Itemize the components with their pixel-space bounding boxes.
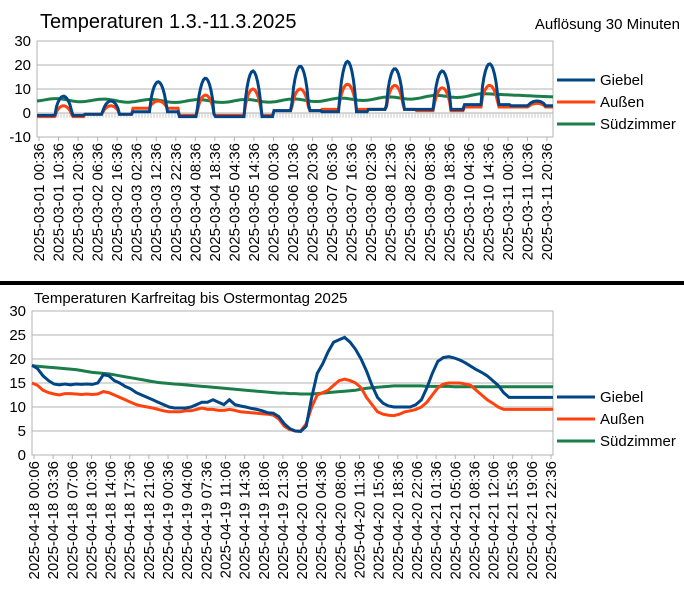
y-tick-label: 30	[14, 33, 31, 50]
x-tick-label: 2025-04-18 10:36	[83, 461, 100, 579]
x-tick-label: 2025-03-11 00:36	[500, 143, 517, 260]
x-tick-label: 2025-03-07 16:36	[344, 143, 361, 261]
series-giebel-line	[31, 335, 553, 434]
legend-label: Südzimmer	[600, 433, 676, 450]
x-tick-label: 2025-03-01 00:36	[31, 143, 48, 261]
x-tick-label: 2025-04-19 00:36	[160, 461, 177, 579]
x-tick-label: 2025-04-20 22:06	[409, 461, 426, 579]
x-tick-label: 2025-03-07 06:36	[324, 143, 341, 261]
x-tick-label: 2025-04-18 07:06	[64, 461, 81, 579]
x-tick-label: 2025-03-02 16:36	[109, 143, 126, 261]
x-tick-label: 2025-04-19 07:36	[198, 461, 215, 579]
x-tick-label: 2025-03-06 20:36	[305, 143, 322, 261]
legend-label: Südzimmer	[600, 116, 676, 133]
x-tick-label: 2025-03-03 02:36	[129, 143, 146, 261]
y-tick-label: 25	[9, 327, 26, 344]
y-tick-label: 10	[9, 399, 26, 416]
x-tick-label: 2025-04-21 22:36	[543, 461, 560, 579]
chart-bottom-legend: Giebel Außen Südzimmer	[557, 389, 676, 450]
x-tick-label: 2025-03-03 22:36	[168, 143, 185, 261]
legend-label: Giebel	[600, 72, 643, 89]
x-tick-label: 2025-04-20 11:36	[352, 461, 369, 578]
x-tick-label: 2025-04-20 15:06	[371, 461, 388, 579]
x-tick-label: 2025-03-04 18:36	[207, 143, 224, 261]
x-tick-label: 2025-04-18 03:36	[45, 461, 62, 579]
chart-top-legend: Giebel Außen Südzimmer	[557, 72, 676, 133]
x-tick-label: 2025-04-21 01:36	[428, 461, 445, 579]
x-tick-label: 2025-04-20 18:36	[390, 461, 407, 579]
x-tick-label: 2025-03-06 00:36	[265, 143, 282, 261]
y-tick-label: 15	[9, 375, 26, 392]
x-tick-label: 2025-04-21 08:36	[466, 461, 483, 579]
x-tick-label: 2025-03-01 10:36	[51, 143, 68, 261]
x-tick-label: 2025-04-18 14:06	[103, 461, 120, 579]
x-tick-label: 2025-04-18 17:36	[122, 461, 139, 579]
x-tick-label: 2025-04-19 14:36	[237, 461, 254, 579]
y-tick-label: 10	[14, 81, 31, 98]
x-tick-label: 2025-03-09 08:36	[422, 143, 439, 261]
plot-frame	[36, 40, 554, 138]
x-tick-label: 2025-04-19 11:06	[217, 461, 234, 578]
series-suedzimmer-line	[31, 364, 553, 396]
x-tick-label: 2025-03-05 14:36	[246, 143, 263, 261]
legend-label: Außen	[600, 94, 644, 111]
x-tick-label: 2025-04-18 00:06	[26, 461, 43, 579]
x-tick-label: 2025-03-05 04:36	[226, 143, 243, 261]
y-tick-label: 0	[23, 105, 31, 122]
chart-top: Temperaturen 1.3.-11.3.2025 Auflösung 30…	[9, 11, 680, 261]
x-tick-label: 2025-04-20 08:06	[332, 461, 349, 579]
x-tick-label: 2025-04-21 12:06	[486, 461, 503, 579]
y-tick-label: 20	[9, 351, 26, 368]
x-tick-label: 2025-03-02 06:36	[90, 143, 107, 261]
section-divider	[0, 281, 684, 285]
x-tick-label: 2025-03-08 02:36	[363, 143, 380, 261]
x-tick-label: 2025-04-19 04:06	[179, 461, 196, 579]
x-tick-label: 2025-04-21 15:36	[505, 461, 522, 579]
y-tick-label: 30	[9, 303, 26, 320]
x-tick-label: 2025-04-21 05:06	[447, 461, 464, 579]
x-tick-label: 2025-03-10 04:36	[461, 143, 478, 261]
x-tick-label: 2025-03-03 12:36	[148, 143, 165, 261]
y-tick-label: 5	[18, 423, 26, 440]
legend-label: Giebel	[600, 389, 643, 406]
chart-top-title: Temperaturen 1.3.-11.3.2025	[40, 11, 296, 33]
x-tick-label: 2025-04-20 04:36	[313, 461, 330, 579]
x-tick-label: 2025-03-06 10:36	[285, 143, 302, 261]
x-tick-label: 2025-04-19 18:06	[256, 461, 273, 579]
x-tick-label: 2025-03-08 22:36	[402, 143, 419, 261]
chart-bottom-title: Temperaturen Karfreitag bis Ostermontag …	[34, 290, 348, 307]
x-tick-label: 2025-03-04 08:36	[187, 143, 204, 261]
chart-top-subtitle: Auflösung 30 Minuten	[535, 16, 680, 33]
x-tick-label: 2025-03-08 12:36	[383, 143, 400, 261]
legend-label: Außen	[600, 411, 644, 428]
x-tick-label: 2025-03-09 18:36	[441, 143, 458, 261]
y-tick-label: 20	[14, 57, 31, 74]
x-tick-label: 2025-03-01 20:36	[70, 143, 87, 261]
y-tick-label: -10	[9, 129, 31, 146]
x-tick-label: 2025-04-20 01:06	[294, 461, 311, 579]
y-tick-label: 0	[18, 447, 26, 464]
series-giebel-line	[37, 59, 553, 119]
x-tick-label: 2025-04-19 21:36	[275, 461, 292, 579]
x-tick-label: 2025-04-21 19:06	[524, 461, 541, 579]
x-tick-label: 2025-03-11 10:36	[519, 143, 536, 260]
x-tick-label: 2025-04-18 21:06	[141, 461, 158, 579]
x-tick-label: 2025-03-11 20:36	[539, 143, 556, 260]
x-tick-label: 2025-03-10 14:36	[480, 143, 497, 261]
